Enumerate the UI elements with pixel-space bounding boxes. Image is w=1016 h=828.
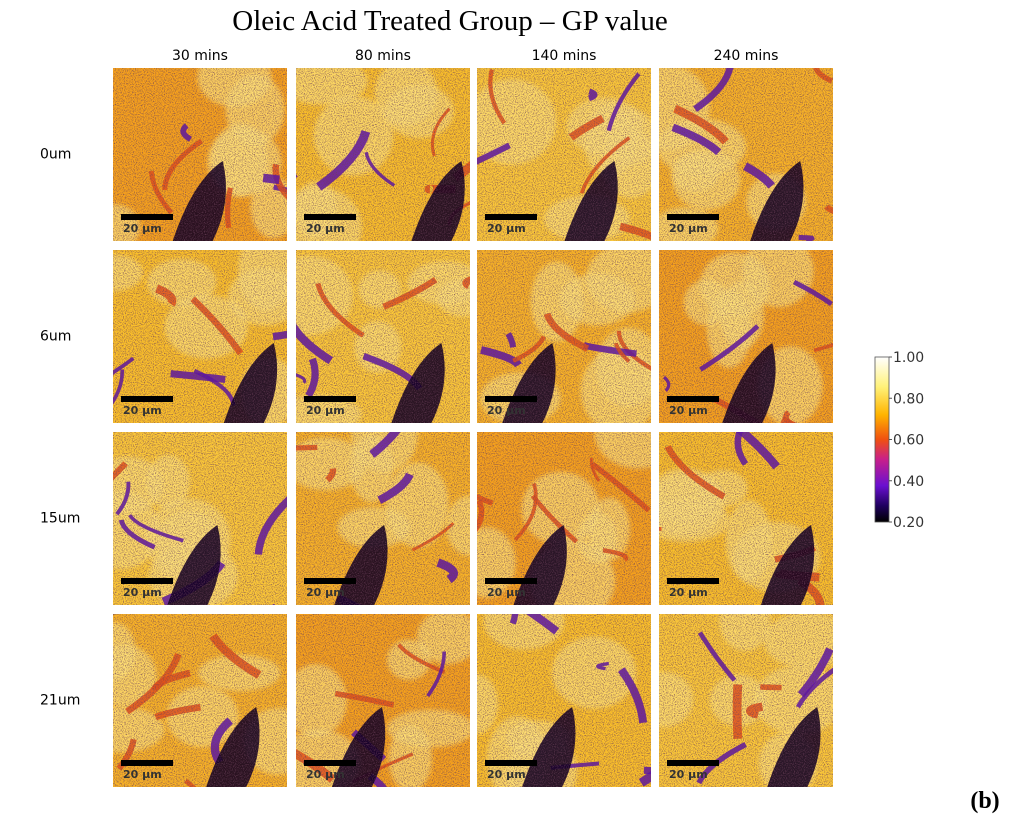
row-label: 0um <box>40 147 71 163</box>
column-label: 140 mins <box>532 48 597 64</box>
texture <box>296 432 470 605</box>
figure-title: Oleic Acid Treated Group – GP value <box>232 5 667 37</box>
texture <box>113 614 287 787</box>
image: 20 µm <box>113 68 287 241</box>
column-label: 30 mins <box>172 48 228 64</box>
image: 20 µm <box>113 432 287 605</box>
scale-bar <box>304 396 356 402</box>
texture <box>113 432 287 605</box>
micrograph: 20 µm <box>477 614 651 787</box>
micrograph: 20 µm <box>296 432 470 605</box>
column-label: 240 mins <box>714 48 779 64</box>
image: 20 µm <box>113 614 287 787</box>
scale-label: 20 µm <box>306 586 345 599</box>
texture <box>113 250 287 423</box>
micrograph: 20 µm <box>296 68 470 241</box>
scale-bar <box>304 578 356 584</box>
scale-bar <box>485 396 537 402</box>
scale-bar <box>121 760 173 766</box>
scale-label: 20 µm <box>487 768 526 781</box>
scale-bar <box>121 396 173 402</box>
scale-bar <box>304 760 356 766</box>
image: 20 µm <box>296 614 470 787</box>
micrograph: 20 µm <box>659 68 833 241</box>
texture <box>296 250 470 423</box>
image: 20 µm <box>477 250 651 423</box>
scale-bar <box>667 214 719 220</box>
texture <box>477 614 651 787</box>
scale-label: 20 µm <box>669 768 708 781</box>
texture <box>113 68 287 241</box>
scale-label: 20 µm <box>669 404 708 417</box>
micrograph: 20 µm <box>477 68 651 241</box>
scale-bar <box>667 578 719 584</box>
image: 20 µm <box>296 250 470 423</box>
scale-bar <box>485 214 537 220</box>
texture <box>477 250 651 423</box>
texture <box>659 68 833 241</box>
image: 20 µm <box>659 250 833 423</box>
scale-label: 20 µm <box>487 586 526 599</box>
colorbar-tick-label: 0.40 <box>893 474 924 490</box>
texture <box>296 68 470 241</box>
scale-label: 20 µm <box>123 222 162 235</box>
texture <box>659 250 833 423</box>
texture <box>296 614 470 787</box>
colorbar-tick-label: 0.60 <box>893 433 924 449</box>
micrograph: 20 µm <box>659 614 833 787</box>
micrograph: 20 µm <box>659 250 833 423</box>
panel-label: (b) <box>970 788 999 814</box>
scale-bar <box>485 760 537 766</box>
image: 20 µm <box>659 432 833 605</box>
image: 20 µm <box>659 68 833 241</box>
scale-label: 20 µm <box>306 768 345 781</box>
image: 20 µm <box>296 432 470 605</box>
scale-label: 20 µm <box>487 404 526 417</box>
scale-label: 20 µm <box>306 222 345 235</box>
micrograph: 20 µm <box>477 250 651 423</box>
micrograph: 20 µm <box>113 432 287 605</box>
column-label: 80 mins <box>355 48 411 64</box>
colorbar-tick-label: 0.20 <box>893 515 924 531</box>
colorbar-tick-label: 1.00 <box>893 350 924 366</box>
micrograph: 20 µm <box>113 614 287 787</box>
micrograph: 20 µm <box>296 250 470 423</box>
scale-label: 20 µm <box>123 404 162 417</box>
micrograph: 20 µm <box>477 432 651 605</box>
scale-bar <box>667 760 719 766</box>
image: 20 µm <box>477 614 651 787</box>
row-label: 15um <box>40 511 80 527</box>
texture <box>477 432 651 605</box>
micrograph: 20 µm <box>113 250 287 423</box>
scale-label: 20 µm <box>306 404 345 417</box>
micrograph: 20 µm <box>296 614 470 787</box>
image: 20 µm <box>477 68 651 241</box>
texture <box>477 68 651 241</box>
scale-bar <box>121 578 173 584</box>
micrograph: 20 µm <box>113 68 287 241</box>
colorbar <box>874 356 890 523</box>
scale-label: 20 µm <box>123 768 162 781</box>
image: 20 µm <box>659 614 833 787</box>
scale-bar <box>667 396 719 402</box>
texture <box>659 432 833 605</box>
scale-bar <box>121 214 173 220</box>
row-label: 6um <box>40 329 71 345</box>
membrane <box>184 778 197 787</box>
micrograph: 20 µm <box>659 432 833 605</box>
texture <box>659 614 833 787</box>
image: 20 µm <box>477 432 651 605</box>
scale-label: 20 µm <box>123 586 162 599</box>
scale-label: 20 µm <box>487 222 526 235</box>
scale-bar <box>304 214 356 220</box>
row-label: 21um <box>40 693 80 709</box>
scale-bar <box>485 578 537 584</box>
scale-label: 20 µm <box>669 222 708 235</box>
scale-label: 20 µm <box>669 586 708 599</box>
image: 20 µm <box>113 250 287 423</box>
colorbar-tick-label: 0.80 <box>893 391 924 407</box>
image: 20 µm <box>296 68 470 241</box>
